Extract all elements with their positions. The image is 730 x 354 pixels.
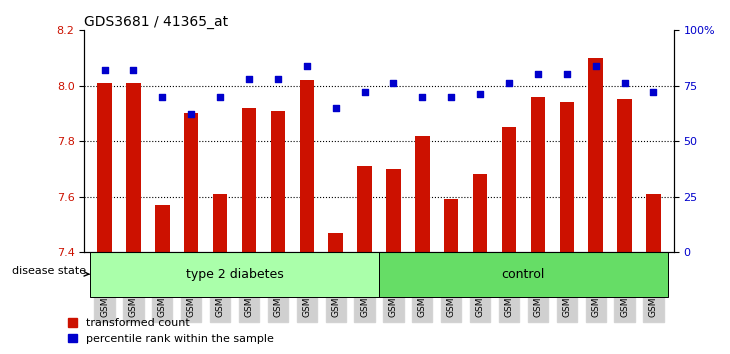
Bar [531, 97, 545, 252]
Bar [618, 99, 631, 252]
Point [272, 76, 284, 82]
Point [388, 80, 399, 86]
Text: GDS3681 / 41365_at: GDS3681 / 41365_at [85, 15, 228, 29]
Bar [386, 169, 401, 252]
Bar [588, 58, 603, 252]
Bar [415, 136, 429, 252]
Point [99, 67, 110, 73]
Bar [357, 166, 372, 252]
Point [301, 63, 312, 68]
Text: type 2 diabetes: type 2 diabetes [185, 268, 283, 281]
Bar [97, 83, 112, 252]
Point [590, 63, 602, 68]
Point [185, 112, 197, 117]
Text: disease state: disease state [12, 266, 89, 276]
Bar [559, 102, 574, 252]
Text: control: control [502, 268, 545, 281]
Bar [473, 175, 488, 252]
Bar [184, 113, 199, 252]
Point [532, 72, 544, 77]
Legend: transformed count, percentile rank within the sample: transformed count, percentile rank withi… [64, 314, 279, 348]
Bar [155, 205, 169, 252]
Point [561, 72, 572, 77]
Point [648, 89, 659, 95]
Point [619, 80, 631, 86]
Point [215, 94, 226, 99]
Point [243, 76, 255, 82]
Point [156, 94, 168, 99]
Bar [646, 194, 661, 252]
FancyBboxPatch shape [379, 252, 668, 297]
Bar [444, 199, 458, 252]
Point [128, 67, 139, 73]
Bar [126, 83, 141, 252]
Bar [213, 194, 227, 252]
Bar [502, 127, 516, 252]
Point [445, 94, 457, 99]
Bar [271, 110, 285, 252]
Point [330, 105, 342, 110]
Bar [328, 233, 343, 252]
Point [474, 92, 486, 97]
Bar [299, 80, 314, 252]
Bar [242, 108, 256, 252]
Point [417, 94, 429, 99]
FancyBboxPatch shape [90, 252, 379, 297]
Point [503, 80, 515, 86]
Point [358, 89, 370, 95]
